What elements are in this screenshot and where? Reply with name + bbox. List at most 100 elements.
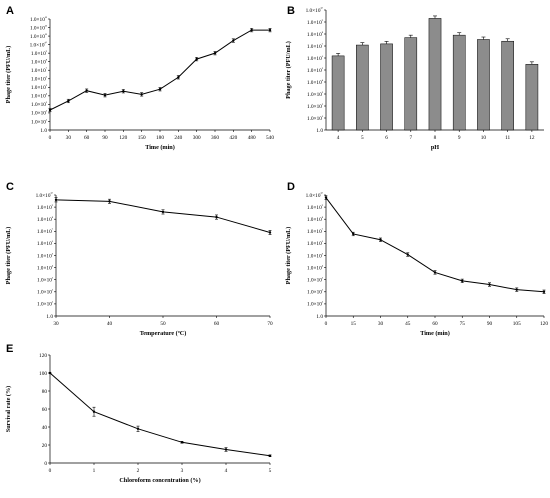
y-tick-label: 1.0×10⁵ (37, 252, 54, 259)
x-axis-label: Chloroform concentration (%) (119, 477, 200, 484)
x-tick-label: 120 (540, 321, 548, 327)
data-point (92, 410, 96, 413)
x-tick-label: 60 (432, 321, 438, 327)
panel-b: B 1.0 1.0×10¹ 1.0×10² 1.0×10³ 1.0×10⁴ 1.0×10⁵ 1… (285, 5, 544, 151)
data-point (515, 288, 518, 291)
panel-letter: E (6, 343, 13, 355)
x-tick-label: 30 (378, 321, 384, 327)
y-tick-label: 1.0×10⁷ (37, 228, 54, 235)
bar (331, 55, 345, 131)
data-point (268, 28, 272, 32)
x-tick-label: 15 (351, 321, 357, 327)
y-tick-label: 1.0×10⁴ (31, 93, 48, 100)
y-tick-label: 1.0 (316, 314, 323, 320)
y-tick-label: 40 (42, 425, 48, 431)
data-point (85, 89, 88, 92)
data-point (140, 93, 143, 96)
y-tick-label: 20 (42, 443, 48, 449)
series-line (49, 372, 271, 457)
x-axis-label: Time (min) (420, 330, 450, 337)
x-tick-label: 70 (267, 321, 273, 327)
x-tick-label: 180 (156, 135, 164, 141)
panel-c: C 1.0 1.0×10¹ 1.0×10² 1.0×10³ 1.0×10⁴ 1.0×10⁵ 1… (5, 181, 273, 337)
data-point (488, 283, 491, 286)
bar (428, 18, 442, 131)
x-tick-label: 150 (138, 135, 146, 141)
x-tick-label: 540 (266, 135, 274, 141)
panel-letter: D (287, 181, 295, 193)
y-tick-label: 1.0×10⁴ (307, 264, 324, 271)
y-tick-label: 1.0×10⁸ (307, 31, 324, 38)
y-tick-label: 1.0×10⁸ (37, 216, 54, 223)
y-tick-label: 1.0×10⁷ (307, 43, 324, 50)
data-point (250, 28, 253, 32)
x-tick-label: 0 (49, 135, 52, 141)
y-tick-label: 1.0×10⁸ (31, 58, 48, 65)
x-tick-label: 105 (513, 321, 521, 327)
x-tick-label: 0 (49, 468, 52, 474)
data-point (177, 76, 180, 79)
y-tick-label: 1.0×10³ (307, 91, 324, 98)
bar (525, 64, 539, 131)
y-tick-label: 1.0 (316, 128, 323, 134)
y-tick-label: 1.0×10⁷ (307, 228, 324, 235)
y-tick-label: 1.0×10² (307, 103, 323, 110)
x-tick-label: 420 (229, 135, 237, 141)
x-tick-label: 8 (434, 135, 437, 141)
y-tick-label: 1.0×10⁹ (37, 204, 54, 211)
data-point (54, 198, 58, 202)
x-tick-label: 60 (84, 135, 90, 141)
panel-e: E 0 20 40 60 80 100 120 0 1 2 3 4 5 Chloroform concent… (5, 343, 272, 484)
y-tick-label: 1.0×10⁶ (307, 55, 324, 62)
y-tick-label: 1.0 (40, 128, 47, 134)
x-tick-label: 50 (160, 321, 166, 327)
data-point (195, 57, 198, 61)
y-tick-label: 1.0×10¹⁰ (30, 41, 48, 48)
y-tick-label: 1.0×10⁹ (31, 50, 48, 57)
x-tick-label: 9 (458, 135, 461, 141)
y-tick-label: 1.0×10¹ (307, 301, 323, 308)
x-tick-label: 480 (248, 135, 256, 141)
data-point (352, 232, 355, 236)
data-point (108, 200, 111, 203)
x-tick-label: 10 (481, 135, 487, 141)
y-tick-label: 1.0×10⁵ (31, 84, 48, 91)
y-tick-label: 1.0×10¹¹ (30, 33, 47, 40)
bar (356, 44, 369, 131)
y-tick-label: 1.0×10¹² (30, 24, 47, 31)
x-tick-label: 1 (93, 468, 96, 474)
x-tick-label: 0 (325, 321, 328, 327)
x-tick-label: 4 (225, 468, 228, 474)
x-tick-label: 90 (487, 321, 493, 327)
data-point (161, 210, 165, 214)
y-axis-label: Survival rate (%) (5, 386, 12, 432)
data-point (461, 279, 464, 283)
x-axis-label: Time (min) (145, 144, 175, 151)
y-tick-label: 100 (39, 371, 47, 377)
y-tick-label: 0 (44, 461, 47, 467)
data-point (48, 108, 52, 112)
bar (477, 39, 490, 131)
y-tick-label: 1.0×10² (31, 110, 47, 117)
panel-letter: A (6, 5, 14, 17)
x-tick-label: 75 (460, 321, 466, 327)
data-point (158, 88, 162, 91)
y-tick-label: 1.0×10⁵ (307, 67, 324, 74)
y-tick-label: 1.0×10¹ (307, 115, 323, 122)
bar (404, 37, 418, 131)
x-tick-label: 45 (405, 321, 411, 327)
x-tick-label: 120 (119, 135, 127, 141)
data-point (542, 290, 546, 293)
data-point (433, 271, 437, 274)
y-tick-label: 1.0×10¹⁰ (306, 192, 324, 199)
y-tick-label: 80 (42, 389, 48, 395)
y-axis-label: Phage titer (PFU/mL) (285, 227, 292, 285)
data-point (103, 93, 107, 97)
x-tick-label: 7 (409, 135, 412, 141)
bar (501, 40, 514, 131)
x-tick-label: 300 (193, 135, 201, 141)
x-tick-label: 6 (385, 135, 388, 141)
y-tick-label: 1.0×10¹ (37, 301, 53, 308)
data-point (324, 196, 328, 199)
